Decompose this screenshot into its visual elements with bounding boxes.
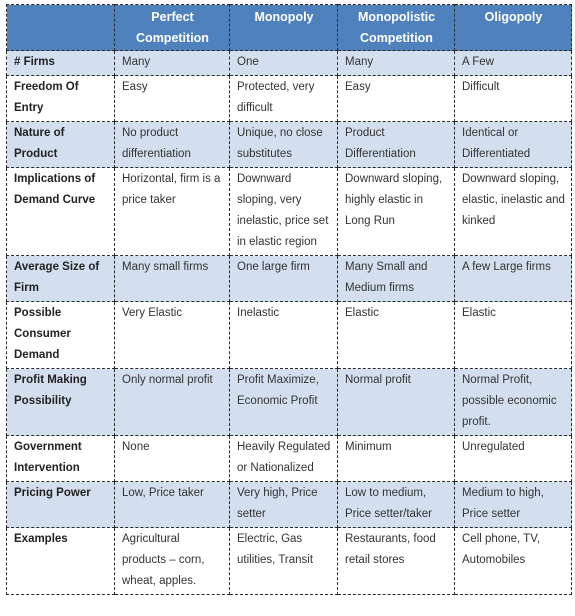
cell-monopoly: Electric, Gas utilities, Transit bbox=[229, 527, 338, 595]
cell-perfect-competition: No product differentiation bbox=[114, 121, 230, 168]
cell-oligopoly: Elastic bbox=[454, 301, 572, 369]
row-pricing-power: Pricing Power Low, Price taker Very high… bbox=[6, 481, 572, 528]
cell-oligopoly: Unregulated bbox=[454, 435, 572, 482]
cell-perfect-competition: Only normal profit bbox=[114, 368, 230, 436]
cell-monopoly: Downward sloping, very inelastic, price … bbox=[229, 167, 338, 256]
cell-oligopoly: Difficult bbox=[454, 75, 572, 122]
row-label: Implications of Demand Curve bbox=[6, 167, 115, 256]
header-row: Perfect Competition Monopoly Monopolisti… bbox=[6, 4, 572, 51]
cell-monopoly: One bbox=[229, 50, 338, 76]
cell-monopoly: Unique, no close substitutes bbox=[229, 121, 338, 168]
cell-perfect-competition: Easy bbox=[114, 75, 230, 122]
cell-monopoly: Heavily Regulated or Nationalized bbox=[229, 435, 338, 482]
row-consumer-demand: Possible Consumer Demand Very Elastic In… bbox=[6, 301, 572, 369]
cell-monopoly: Profit Maximize, Economic Profit bbox=[229, 368, 338, 436]
cell-perfect-competition: Low, Price taker bbox=[114, 481, 230, 528]
row-label: Possible Consumer Demand bbox=[6, 301, 115, 369]
row-nature-of-product: Nature of Product No product differentia… bbox=[6, 121, 572, 168]
cell-monopolistic-competition: Elastic bbox=[337, 301, 455, 369]
row-label: # Firms bbox=[6, 50, 115, 76]
cell-perfect-competition: None bbox=[114, 435, 230, 482]
cell-monopolistic-competition: Low to medium, Price setter/taker bbox=[337, 481, 455, 528]
header-oligopoly: Oligopoly bbox=[454, 4, 572, 51]
row-profit-making: Profit Making Possibility Only normal pr… bbox=[6, 368, 572, 436]
row-government-intervention: Government Intervention None Heavily Reg… bbox=[6, 435, 572, 482]
row-label: Average Size of Firm bbox=[6, 255, 115, 302]
cell-perfect-competition: Horizontal, firm is a price taker bbox=[114, 167, 230, 256]
row-label: Government Intervention bbox=[6, 435, 115, 482]
cell-oligopoly: A Few bbox=[454, 50, 572, 76]
row-average-size: Average Size of Firm Many small firms On… bbox=[6, 255, 572, 302]
row-examples: Examples Agricultural products – corn, w… bbox=[6, 527, 572, 595]
cell-monopoly: Protected, very difficult bbox=[229, 75, 338, 122]
cell-oligopoly: Downward sloping, elastic, inelastic and… bbox=[454, 167, 572, 256]
cell-oligopoly: Normal Profit, possible economic profit. bbox=[454, 368, 572, 436]
row-label: Examples bbox=[6, 527, 115, 595]
header-monopolistic-competition: Monopolistic Competition bbox=[337, 4, 455, 51]
cell-monopolistic-competition: Many Small and Medium firms bbox=[337, 255, 455, 302]
cell-monopolistic-competition: Minimum bbox=[337, 435, 455, 482]
header-monopoly: Monopoly bbox=[229, 4, 338, 51]
row-label: Freedom Of Entry bbox=[6, 75, 115, 122]
cell-monopolistic-competition: Restaurants, food retail stores bbox=[337, 527, 455, 595]
cell-perfect-competition: Very Elastic bbox=[114, 301, 230, 369]
header-corner bbox=[6, 4, 115, 51]
row-label: Profit Making Possibility bbox=[6, 368, 115, 436]
cell-perfect-competition: Many bbox=[114, 50, 230, 76]
row-label: Pricing Power bbox=[6, 481, 115, 528]
row-label: Nature of Product bbox=[6, 121, 115, 168]
cell-perfect-competition: Agricultural products – corn, wheat, app… bbox=[114, 527, 230, 595]
cell-monopoly: One large firm bbox=[229, 255, 338, 302]
cell-oligopoly: Medium to high, Price setter bbox=[454, 481, 572, 528]
cell-oligopoly: A few Large firms bbox=[454, 255, 572, 302]
cell-monopoly: Very high, Price setter bbox=[229, 481, 338, 528]
row-demand-curve: Implications of Demand Curve Horizontal,… bbox=[6, 167, 572, 256]
cell-oligopoly: Identical or Differentiated bbox=[454, 121, 572, 168]
cell-monopolistic-competition: Product Differentiation bbox=[337, 121, 455, 168]
row-firms: # Firms Many One Many A Few bbox=[6, 50, 572, 76]
cell-monopolistic-competition: Easy bbox=[337, 75, 455, 122]
row-freedom-of-entry: Freedom Of Entry Easy Protected, very di… bbox=[6, 75, 572, 122]
cell-monopolistic-competition: Normal profit bbox=[337, 368, 455, 436]
market-structure-table: Perfect Competition Monopoly Monopolisti… bbox=[6, 4, 572, 595]
cell-monopolistic-competition: Downward sloping, highly elastic in Long… bbox=[337, 167, 455, 256]
cell-oligopoly: Cell phone, TV, Automobiles bbox=[454, 527, 572, 595]
header-perfect-competition: Perfect Competition bbox=[114, 4, 230, 51]
cell-monopoly: Inelastic bbox=[229, 301, 338, 369]
cell-perfect-competition: Many small firms bbox=[114, 255, 230, 302]
cell-monopolistic-competition: Many bbox=[337, 50, 455, 76]
